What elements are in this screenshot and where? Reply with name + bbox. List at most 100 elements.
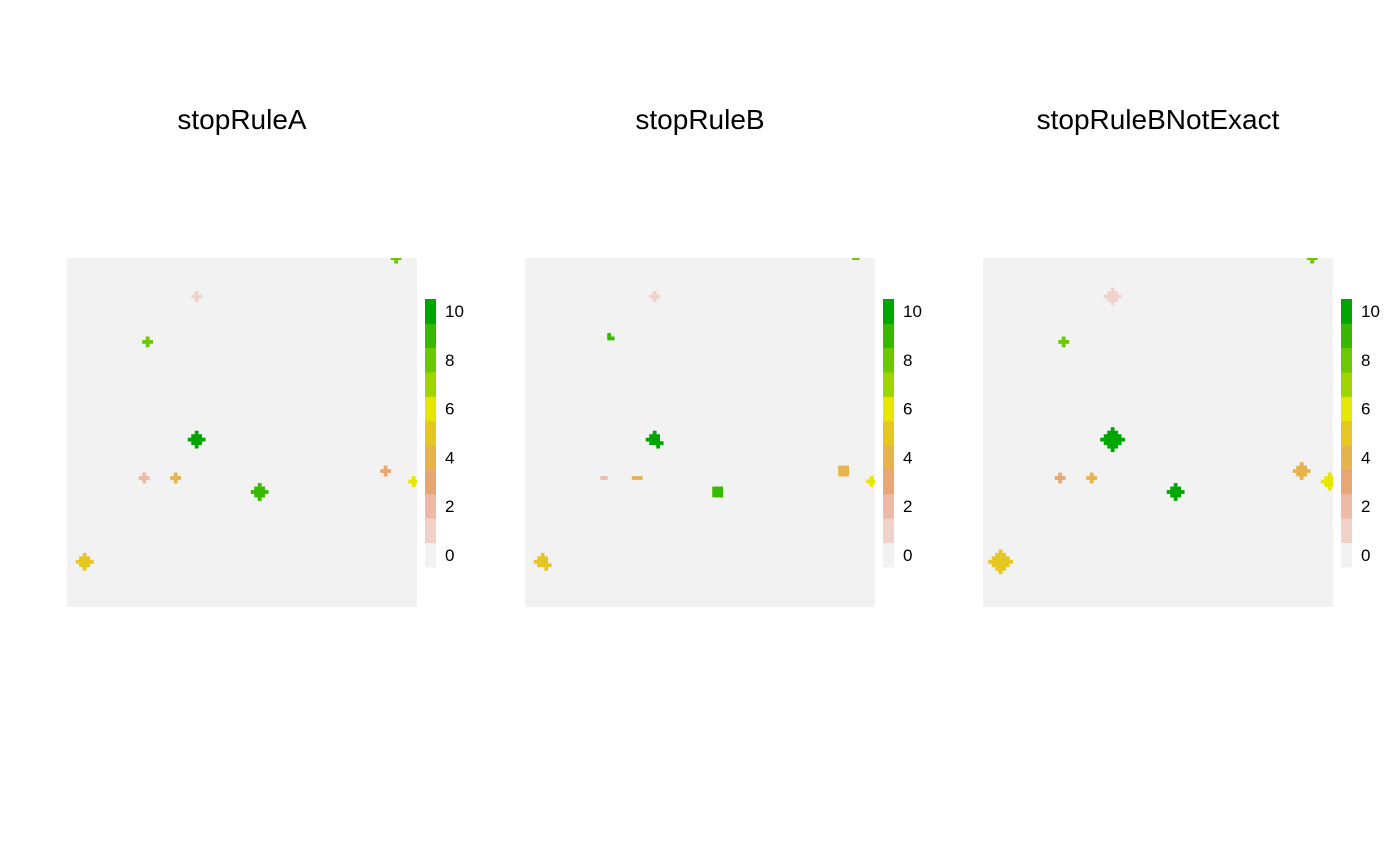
raster-patch-2: [607, 333, 615, 341]
raster-cell: [649, 294, 654, 299]
raster-patch-7: [380, 465, 392, 477]
raster-cell: [866, 479, 871, 484]
raster-cell: [1093, 476, 1098, 480]
legend-swatch-1: [883, 518, 894, 544]
raster-cell: [1331, 479, 1333, 484]
raster-cell: [649, 434, 654, 439]
panel-title: stopRuleBNotExact: [1036, 104, 1280, 135]
raster-patch-7: [838, 465, 850, 477]
raster-cell: [1299, 469, 1304, 473]
raster-svg: [525, 258, 875, 607]
legend-tick-label: 0: [1361, 546, 1370, 565]
legend-swatch-7: [1341, 372, 1352, 397]
raster-cell: [191, 437, 196, 442]
raster-cell: [1299, 465, 1304, 470]
legend-swatch-6: [1341, 396, 1352, 422]
raster-cell: [1107, 430, 1112, 435]
raster-cell: [89, 559, 94, 564]
raster-cell: [394, 259, 399, 264]
raster-cell: [838, 472, 843, 477]
raster-cell: [841, 465, 846, 470]
raster-cell: [198, 437, 203, 442]
raster-cell: [380, 469, 385, 473]
panel-stopRuleA: stopRuleA 0 2 4 6 8 10: [67, 0, 527, 865]
legend-svg: 0 2 4 6 8 10: [1341, 299, 1380, 568]
raster-cell: [995, 559, 1000, 564]
raster-svg: [67, 258, 417, 607]
raster-cell: [1103, 441, 1108, 446]
raster-patch-9: [988, 549, 1014, 575]
raster-background: [525, 258, 875, 607]
raster-cell: [1114, 444, 1119, 449]
legend-svg: 0 2 4 6 8 10: [883, 299, 922, 568]
raster-cell: [1086, 476, 1091, 480]
raster-cell: [649, 441, 654, 446]
raster-patch-1: [191, 291, 203, 302]
raster-patch-0: [390, 258, 402, 264]
raster-cell: [652, 434, 657, 439]
raster-map: [983, 258, 1333, 607]
raster-patch-7: [1292, 462, 1311, 480]
raster-patch-4: [600, 476, 608, 480]
legend-tick-label: 4: [903, 448, 912, 467]
raster-cell: [603, 476, 608, 480]
raster-cell: [86, 556, 91, 561]
raster-cell: [656, 434, 661, 439]
raster-cell: [257, 490, 262, 494]
raster-patch-5: [631, 476, 643, 480]
legend-swatch-10: [1341, 299, 1352, 324]
raster-cell: [145, 343, 150, 348]
panel-stopRuleB: stopRuleB 0 2 4 6 8 10: [525, 0, 985, 865]
raster-cell: [1177, 490, 1182, 494]
raster-cell: [1170, 490, 1175, 494]
raster-cell: [991, 563, 996, 568]
raster-cell: [1173, 483, 1178, 487]
legend-tick-label: 2: [1361, 497, 1370, 516]
raster-cell: [540, 559, 545, 564]
legend-swatch-5: [425, 420, 436, 446]
raster-cell: [715, 493, 720, 498]
raster-cell: [1327, 472, 1332, 477]
raster-cell: [1058, 472, 1063, 477]
panel-stopRuleBNotExact: stopRuleBNotExact 0 2 4 6 8 10: [983, 0, 1400, 865]
raster-cell: [198, 441, 203, 446]
raster-cell: [1170, 493, 1175, 498]
raster-cell: [201, 437, 206, 442]
raster-cell: [1089, 476, 1094, 480]
raster-cell: [1313, 258, 1318, 261]
raster-cell: [411, 479, 416, 484]
raster-cell: [261, 486, 266, 491]
raster-cell: [652, 430, 657, 435]
legend-tick-label: 2: [903, 497, 912, 516]
raster-cell: [1089, 472, 1094, 477]
raster-cell: [998, 563, 1003, 568]
raster-cell: [1177, 493, 1182, 498]
raster-cell: [198, 294, 203, 299]
raster-cell: [1324, 476, 1329, 480]
raster-cell: [719, 493, 724, 498]
raster-cell: [1107, 437, 1112, 442]
raster-cell: [194, 437, 199, 442]
raster-cell: [75, 559, 80, 564]
raster-cell: [1110, 434, 1115, 439]
raster-cell: [1002, 552, 1007, 557]
raster-background: [983, 258, 1333, 607]
raster-cell: [1114, 430, 1119, 435]
legend-swatch-4: [425, 445, 436, 470]
raster-cell: [652, 291, 657, 295]
legend-swatch-5: [883, 420, 894, 446]
raster-patch-4: [1054, 472, 1066, 484]
raster-patch-3: [645, 430, 664, 449]
raster-cell: [1110, 430, 1115, 435]
raster-cell: [170, 476, 175, 480]
raster-cell: [873, 479, 875, 484]
raster-cell: [1110, 448, 1115, 453]
legend-swatch-0: [1341, 542, 1352, 568]
raster-cell: [1054, 476, 1059, 480]
raster-patch-5: [170, 472, 182, 484]
raster-cell: [82, 552, 87, 557]
raster-cell: [635, 476, 640, 480]
raster-cell: [1173, 493, 1178, 498]
raster-cell: [659, 441, 664, 446]
raster-cell: [995, 556, 1000, 561]
